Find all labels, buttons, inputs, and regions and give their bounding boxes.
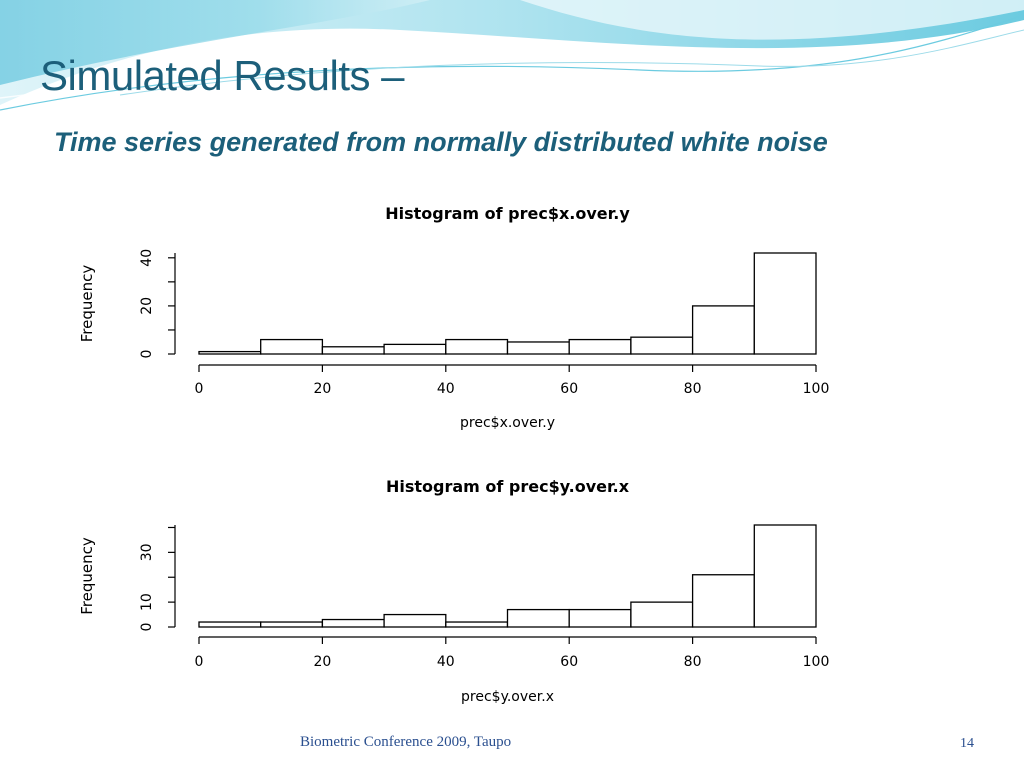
slide-subtitle: Time series generated from normally dist… — [54, 127, 828, 157]
histogram-2: Histogram of prec$y.over.x0 20 40 60 80 100pr… — [78, 477, 829, 705]
histogram-bar — [691, 305, 755, 355]
y-tick-label: 0 — [139, 350, 155, 359]
histogram-bar — [630, 601, 694, 628]
y-tick-label: 0 — [139, 623, 155, 632]
x-tick-label: 80 — [684, 654, 702, 670]
y-axis-label: Frequency — [78, 537, 96, 615]
histogram-bar — [445, 338, 509, 355]
histogram-bar — [630, 336, 694, 355]
histogram-bar — [568, 608, 632, 628]
y-tick-label: 30 — [139, 543, 155, 561]
histogram-bar — [260, 338, 324, 355]
histogram-bar — [260, 621, 324, 628]
histogram-1: Histogram of prec$x.over.y 0 20 40 60 80 100 pr… — [78, 204, 829, 431]
x-tick-label: 0 — [195, 381, 204, 397]
histogram-bar — [383, 613, 447, 628]
y-axis-label: Frequency — [78, 265, 96, 343]
footer-text: Biometric Conference 2009, Taupo — [300, 734, 512, 750]
histogram-bar — [198, 621, 262, 628]
histogram-bar — [506, 341, 570, 355]
x-tick-label: 60 — [560, 381, 578, 397]
histogram-bar — [753, 252, 817, 355]
x-tick-label: 60 — [560, 654, 578, 670]
x-tick-label: 20 — [313, 381, 331, 397]
histogram-bar — [753, 524, 817, 628]
chart-title: Histogram of prec$x.over.y — [385, 204, 630, 223]
x-tick-label: 100 — [803, 381, 830, 397]
histogram-bar — [321, 346, 385, 355]
x-tick-label: 40 — [437, 381, 455, 397]
x-tick-label: 0 — [195, 654, 204, 670]
histogram-bar — [383, 343, 447, 355]
histogram-bar — [568, 338, 632, 355]
chart-title: Histogram of prec$y.over.x — [386, 477, 630, 496]
y-tick-label: 10 — [139, 593, 155, 611]
histogram-bar — [198, 350, 262, 355]
y-tick-label: 20 — [139, 297, 155, 315]
x-axis-label: prec$y.over.x — [461, 689, 554, 705]
histogram-bar — [691, 574, 755, 628]
x-tick-label: 80 — [684, 381, 702, 397]
page-number: 14 — [960, 736, 974, 751]
x-axis-label: prec$x.over.y — [460, 415, 555, 431]
histogram-bar — [321, 618, 385, 628]
decorative-wave-banner — [0, 0, 1024, 111]
x-tick-label: 20 — [313, 654, 331, 670]
slide-title: Simulated Results – — [40, 52, 405, 99]
y-tick-label: 40 — [139, 249, 155, 267]
x-tick-label: 100 — [803, 654, 830, 670]
histogram-bar — [445, 621, 509, 628]
histogram-bar — [506, 608, 570, 628]
x-tick-label: 40 — [437, 654, 455, 670]
